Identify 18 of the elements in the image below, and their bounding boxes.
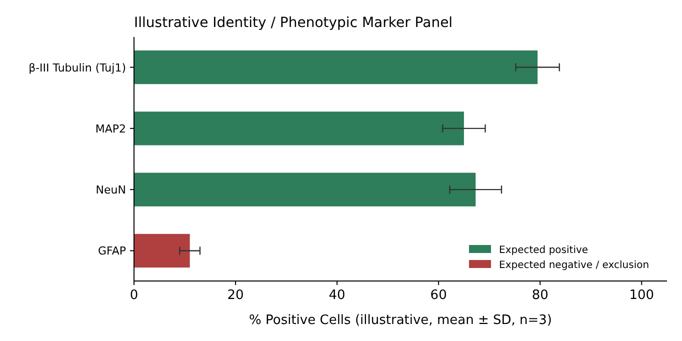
bar	[134, 50, 538, 84]
x-tick-label: 0	[130, 288, 138, 303]
y-tick-label: NeuN	[96, 184, 126, 197]
y-tick-label: MAP2	[95, 122, 126, 136]
chart-title: Illustrative Identity / Phenotypic Marker Panel	[134, 15, 453, 31]
bar	[134, 172, 476, 206]
x-tick-label: 100	[629, 288, 654, 303]
x-tick-label: 20	[227, 288, 244, 303]
x-tick-label: 40	[328, 288, 346, 303]
y-tick-label: β-III Tubulin (Tuj1)	[28, 61, 126, 74]
x-tick-label: 60	[430, 288, 447, 303]
y-tick-label: GFAP	[98, 244, 126, 258]
bar	[134, 112, 464, 146]
x-tick-label: 80	[532, 288, 548, 303]
bar	[134, 234, 190, 268]
legend-label: Expected negative / exclusion	[499, 260, 650, 271]
x-axis-title: % Positive Cells (illustrative, mean ± SD, n=3)	[249, 313, 552, 328]
legend-label: Expected positive	[499, 245, 588, 256]
